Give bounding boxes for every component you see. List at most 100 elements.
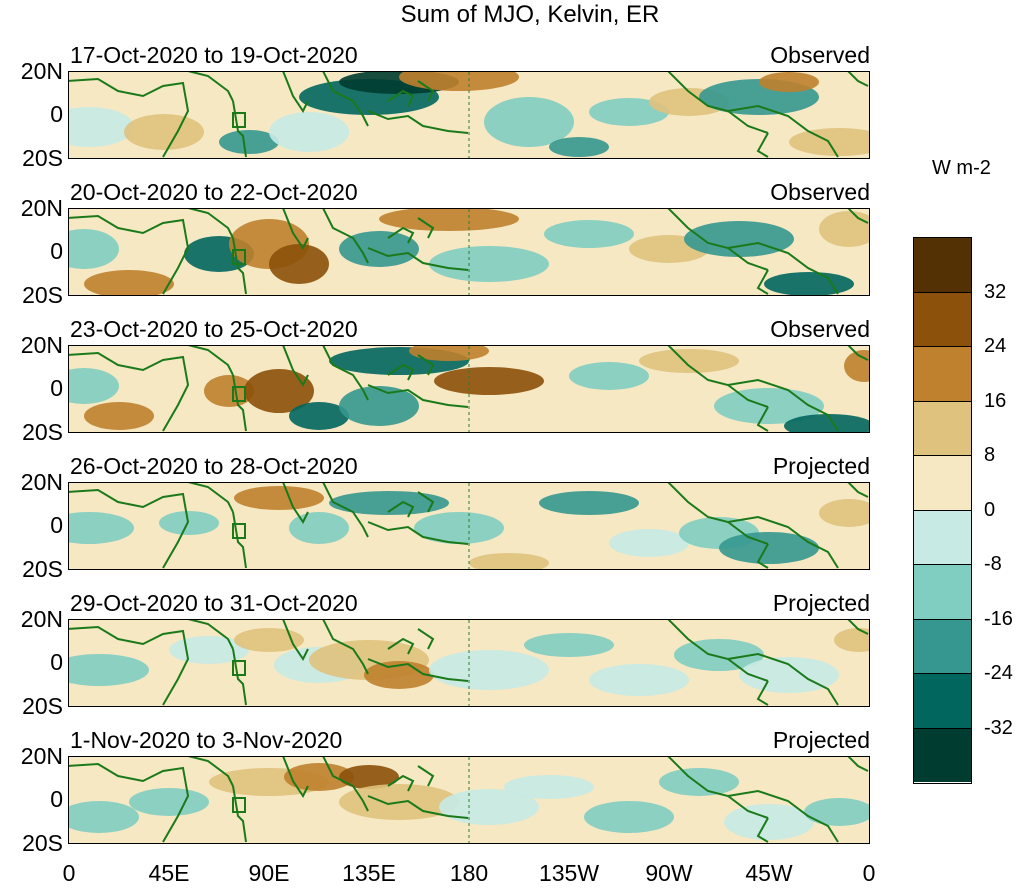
lat-label: 0	[50, 786, 63, 812]
coastline	[387, 774, 415, 792]
coastline	[187, 757, 234, 787]
coastline	[417, 491, 435, 513]
colorbar-tick-label: -24	[984, 662, 1013, 684]
colorbar-swatch	[914, 619, 971, 674]
coastline	[367, 247, 469, 271]
anomaly-contour	[289, 402, 349, 430]
coastline	[232, 100, 247, 158]
anomaly-contour	[589, 664, 689, 696]
anomaly-contour	[129, 788, 209, 816]
coastline	[367, 521, 469, 545]
anomaly-contour	[234, 628, 304, 652]
coastline	[69, 488, 190, 569]
lat-label: 20N	[20, 332, 63, 358]
lat-label: 20S	[22, 282, 63, 308]
coastline	[387, 363, 415, 381]
coastline	[667, 620, 769, 682]
coastline	[187, 72, 234, 102]
colorbar-tick-label: -32	[984, 716, 1013, 739]
anomaly-map	[69, 72, 869, 158]
region-box	[232, 797, 246, 813]
anomaly-contour	[269, 244, 329, 284]
region-box	[232, 660, 246, 676]
coastline	[847, 346, 869, 361]
coastline	[282, 346, 309, 387]
panel-frame	[68, 619, 870, 707]
coastline	[322, 620, 369, 675]
anomaly-contour	[544, 220, 634, 248]
panel-period: 29-Oct-2020 to 31-Oct-2020	[70, 590, 358, 616]
lat-label: 20S	[22, 145, 63, 171]
coastline	[69, 351, 190, 432]
lon-label: 45E	[148, 860, 190, 886]
coastline	[69, 77, 190, 158]
coastline	[322, 72, 369, 127]
colorbar	[913, 237, 972, 784]
panel-period: 20-Oct-2020 to 22-Oct-2020	[70, 179, 358, 205]
coastline	[232, 648, 247, 706]
coastline	[322, 346, 369, 401]
colorbar-swatch	[914, 728, 971, 782]
colorbar-swatch	[914, 456, 971, 511]
anomaly-map	[69, 346, 869, 432]
map-panel: 23-Oct-2020 to 25-Oct-2020 Observed	[68, 316, 870, 433]
anomaly-contour	[339, 765, 399, 789]
anomaly-contour	[69, 107, 134, 147]
coastline	[727, 515, 839, 569]
region-box	[232, 112, 246, 128]
colorbar-swatch	[914, 238, 971, 293]
panel-period: 17-Oct-2020 to 19-Oct-2020	[70, 42, 358, 68]
anomaly-contour	[69, 368, 119, 404]
coastline	[756, 269, 769, 295]
anomaly-contour	[339, 386, 419, 426]
colorbar-tick-label: 32	[984, 280, 1007, 303]
lat-label: 20N	[20, 743, 63, 769]
coastline	[417, 217, 435, 239]
region-box	[232, 523, 246, 539]
coastline	[367, 658, 469, 682]
anomaly-map	[69, 757, 869, 843]
colorbar-units: W m-2	[932, 157, 991, 179]
lon-label: 180	[449, 860, 489, 886]
map-panel: 1-Nov-2020 to 3-Nov-2020 Projected	[68, 727, 870, 844]
anomaly-contour	[434, 367, 544, 395]
colorbar-tick-label: -8	[984, 553, 1002, 575]
coastline	[322, 757, 369, 812]
lon-label: 0	[62, 860, 76, 886]
anomaly-contour	[524, 633, 614, 657]
colorbar-swatch	[914, 565, 971, 620]
coastline	[727, 241, 839, 295]
lat-label: 20N	[20, 469, 63, 495]
anomaly-contour	[364, 661, 434, 689]
anomaly-contour	[719, 532, 819, 564]
coastline	[187, 620, 234, 650]
coastline	[667, 209, 769, 271]
anomaly-contour	[639, 349, 739, 373]
figure-title: Sum of MJO, Kelvin, ER	[400, 1, 660, 28]
anomaly-contour	[69, 801, 139, 833]
coastline	[847, 620, 869, 635]
panel-frame	[68, 345, 870, 433]
coastline	[187, 483, 234, 513]
lat-label: 0	[50, 512, 63, 538]
anomaly-contour	[439, 789, 539, 825]
panel-frame	[68, 756, 870, 844]
anomaly-contour	[484, 97, 574, 147]
colorbar-swatch	[914, 510, 971, 565]
coastline	[667, 483, 769, 545]
coastline	[387, 226, 415, 244]
anomaly-contour	[584, 801, 674, 833]
colorbar-swatch	[914, 292, 971, 347]
anomaly-contour	[269, 112, 349, 152]
colorbar-swatch	[914, 674, 971, 729]
coastline	[727, 104, 839, 158]
coastline	[847, 757, 869, 772]
anomaly-contour	[609, 529, 689, 557]
coastline	[232, 511, 247, 569]
lat-label: 0	[50, 375, 63, 401]
coastline	[282, 620, 309, 661]
coastline	[667, 346, 769, 408]
lon-label: 135W	[538, 860, 600, 886]
lon-label: 90E	[248, 860, 290, 886]
anomaly-contour	[539, 491, 639, 515]
